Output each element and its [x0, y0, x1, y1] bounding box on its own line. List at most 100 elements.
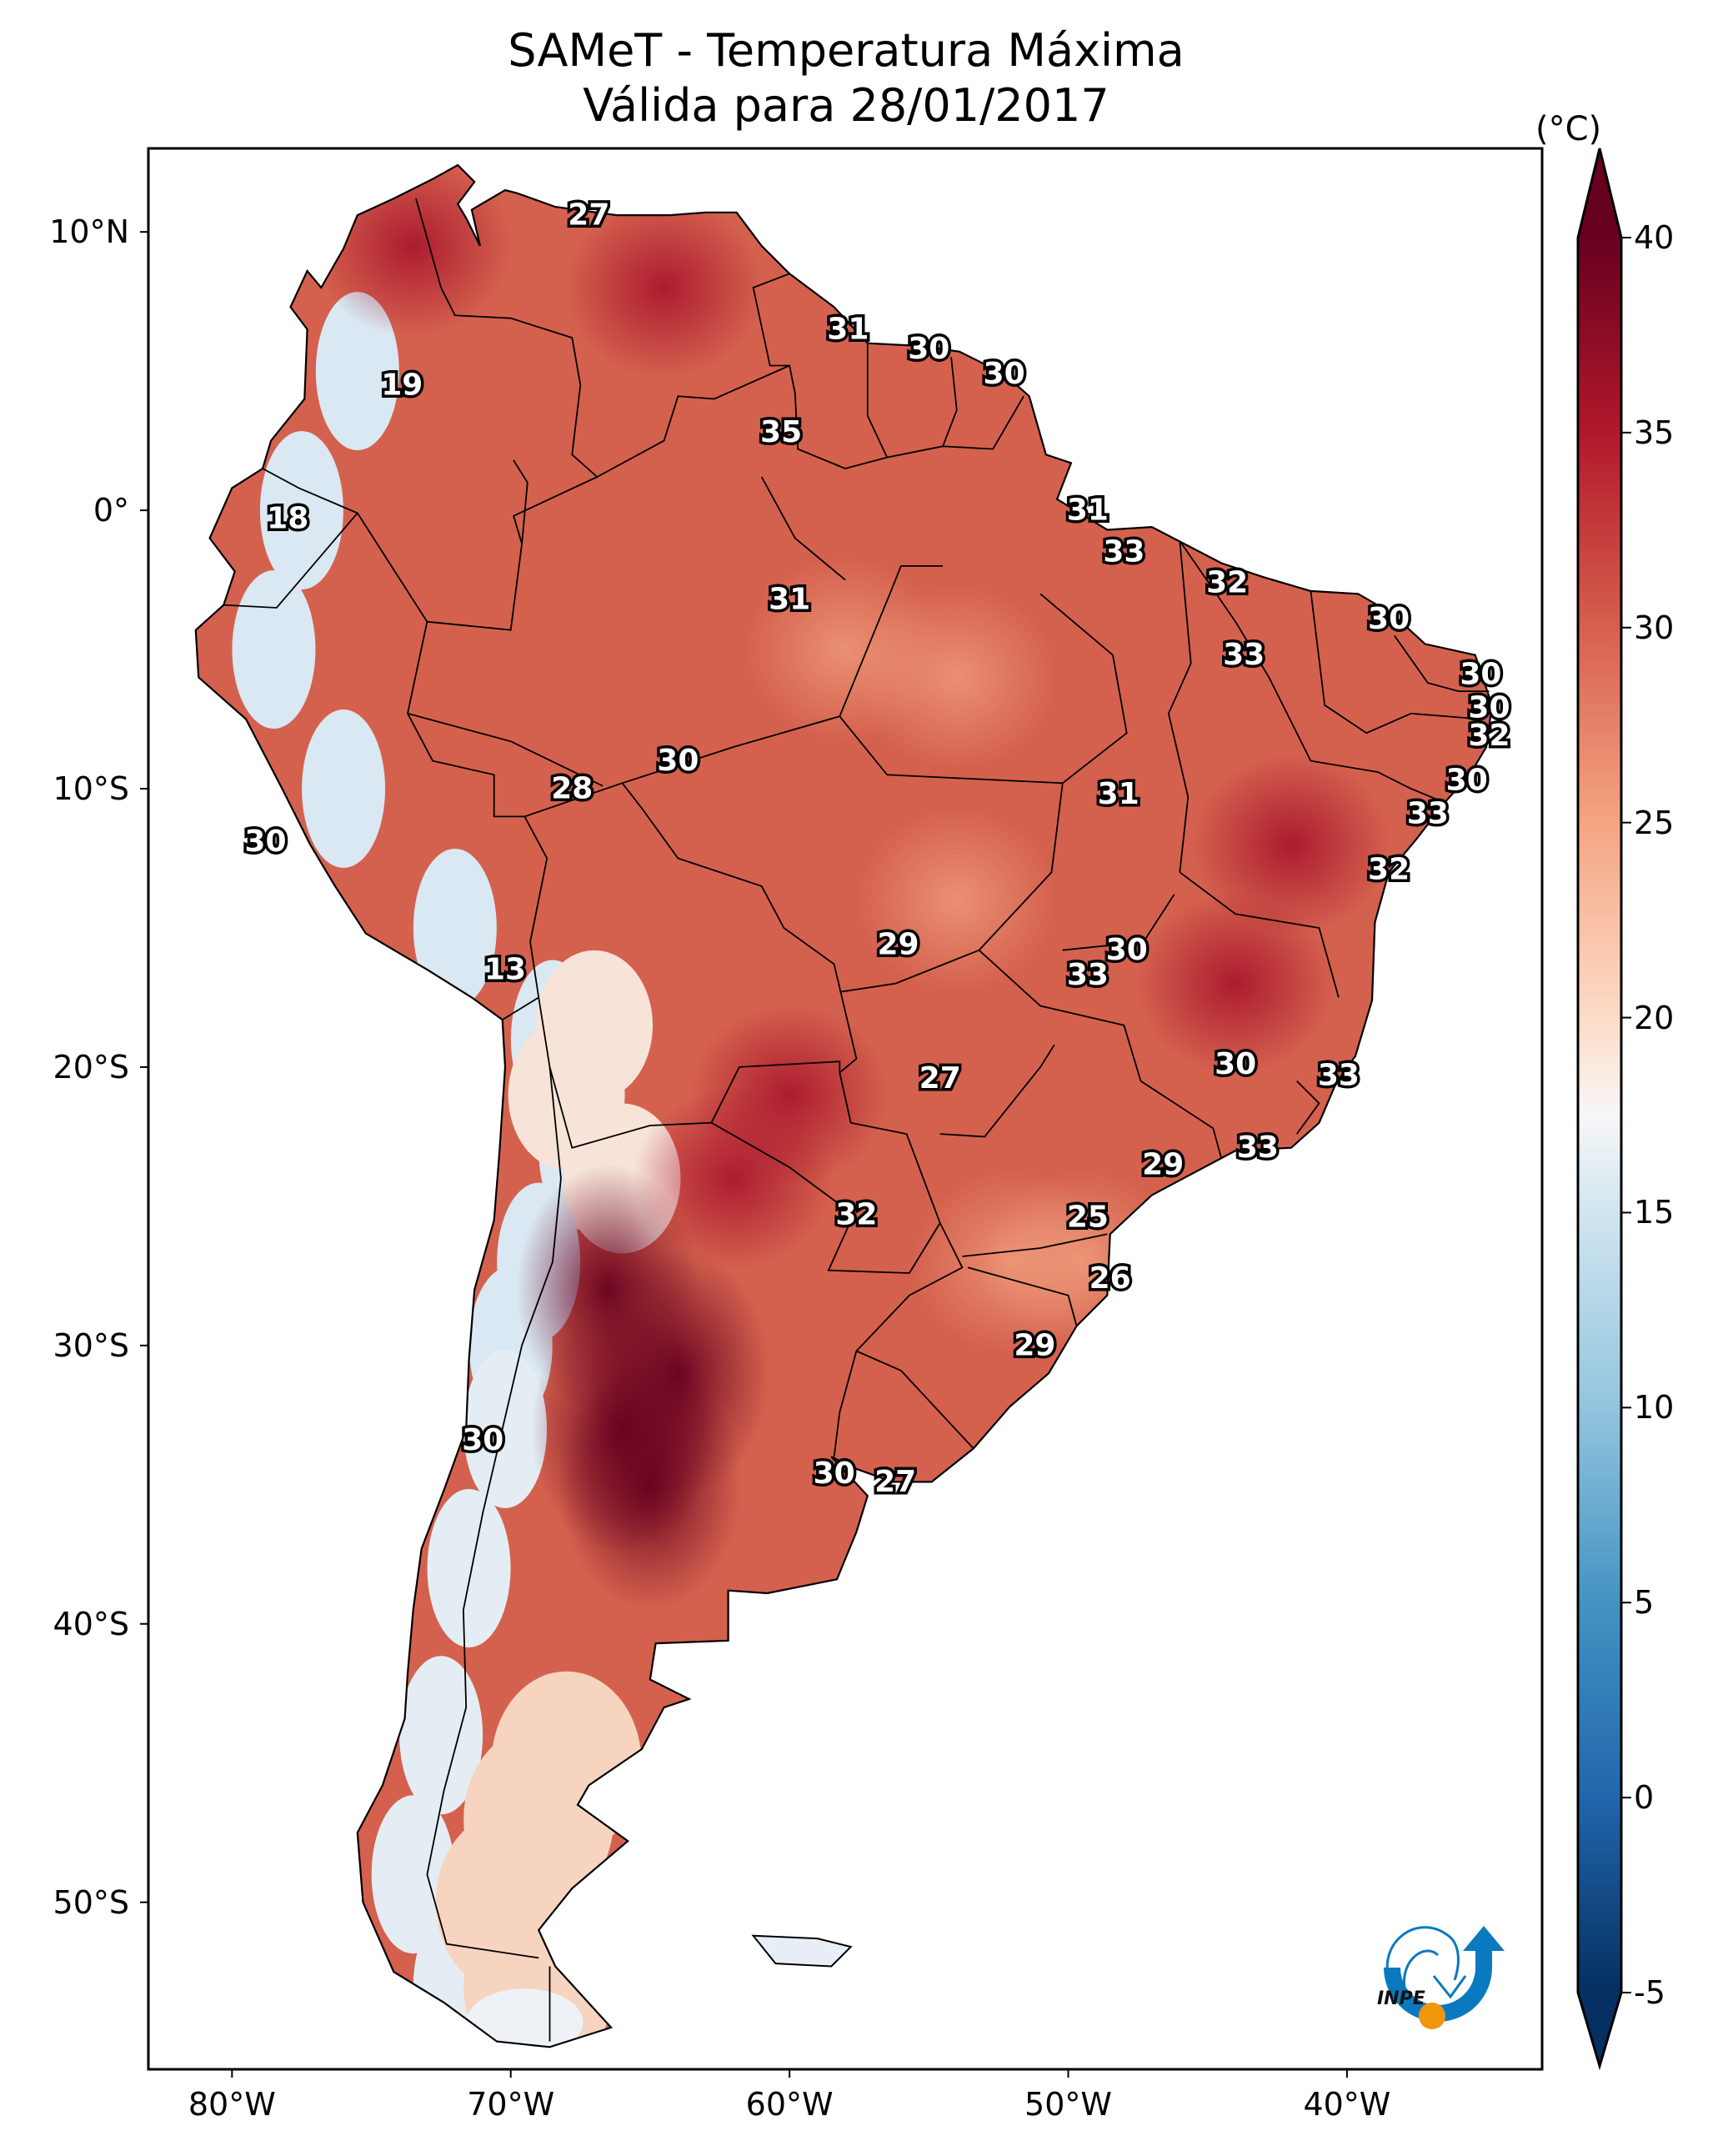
land-layer	[194, 163, 1493, 2048]
station-temperature-label: 25	[1067, 1201, 1109, 1235]
station-temperature-label: 33	[1237, 1131, 1279, 1165]
station-temperature-label: 30	[1368, 602, 1410, 636]
andes-cool-zone	[463, 1350, 548, 1508]
colorbar-tick-label: 15	[1634, 1194, 1675, 1231]
border-line	[711, 1121, 941, 1274]
border-line	[1140, 1080, 1223, 1160]
border-line	[407, 712, 604, 787]
lat-tick-label: 10°S	[53, 770, 129, 807]
station-temperature-label: 31	[1098, 777, 1139, 811]
warm-zone	[1191, 752, 1392, 936]
border-line	[962, 1233, 1108, 1257]
station-temperature-label: 31	[1067, 494, 1109, 528]
patagonia-mild-zone	[463, 1893, 614, 2048]
colorbar-tick-label: -5	[1634, 1974, 1665, 2011]
border-line	[262, 468, 428, 623]
andes-cool-zone	[302, 709, 386, 868]
border-line	[839, 565, 943, 717]
tierra-del-fuego-zone	[466, 1988, 584, 2048]
border-line	[1179, 871, 1340, 998]
border-line	[513, 476, 598, 544]
longitude-ticks	[231, 2069, 1348, 2078]
station-temperature-label: 27	[568, 198, 609, 233]
border-line	[752, 273, 889, 469]
station-temperature-label: 29	[877, 927, 919, 961]
map-frame	[147, 147, 1544, 2071]
station-temperature-label: 26	[1089, 1261, 1131, 1296]
border-line	[407, 621, 548, 1020]
border-line	[942, 395, 1024, 450]
border-line	[839, 949, 979, 993]
falklands-islands	[751, 1934, 853, 1968]
lat-tick-label: 10°N	[49, 213, 129, 251]
border-line	[538, 997, 712, 1149]
lon-tick-label: 70°W	[467, 2086, 555, 2123]
political-borders	[223, 198, 1490, 2042]
andes-cool-zone	[399, 1656, 483, 1815]
station-temperature-label: 32	[835, 1197, 877, 1231]
station-temperature-label: 30	[1446, 763, 1488, 797]
colorbar-tick-label: 10	[1634, 1389, 1675, 1426]
inpe-logo-text: INPE	[1377, 1988, 1425, 2009]
warm-zone	[634, 1086, 834, 1271]
chart-subtitle: Válida para 28/01/2017	[583, 79, 1109, 132]
mild-zone	[982, 1170, 1183, 1354]
border-line	[1394, 634, 1490, 692]
border-line	[710, 1060, 941, 1224]
colorbar-tick-label: 20	[1634, 999, 1675, 1036]
colorbar-tick-label: 35	[1634, 414, 1675, 451]
border-line	[415, 198, 598, 478]
warm-zone	[563, 195, 764, 379]
warm-zone	[1135, 891, 1336, 1075]
station-temperature-label: 29	[1142, 1147, 1184, 1181]
colorbar-tick-label: 40	[1634, 219, 1675, 256]
station-temperature-label: 33	[1103, 535, 1144, 569]
station-temperature-label: 27	[919, 1061, 961, 1096]
lat-tick-label: 40°S	[53, 1605, 129, 1642]
colorbar-ticks	[1621, 237, 1631, 1993]
mild-zone	[856, 808, 1057, 992]
border-line	[1310, 590, 1481, 735]
border-line	[939, 1044, 1055, 1138]
colorbar-tick-label: 30	[1634, 609, 1675, 646]
station-temperature-label: 31	[769, 582, 810, 616]
border-line	[978, 593, 1142, 1081]
station-temperature-label: 30	[462, 1423, 503, 1457]
lat-tick-label: 30°S	[53, 1326, 129, 1364]
border-line	[887, 357, 958, 459]
station-temperature-label: 30	[814, 1457, 855, 1491]
border-line	[1062, 894, 1175, 951]
station-temperature-label: 32	[1206, 565, 1248, 599]
station-temperature-label: 30	[1215, 1047, 1256, 1081]
inpe-logo-icon: INPE	[1377, 1926, 1505, 2029]
station-temperature-label: 35	[760, 415, 802, 449]
colorbar-tick-label: 0	[1634, 1779, 1655, 1817]
warm-zone	[313, 165, 513, 338]
station-temperature-label: 30	[908, 332, 949, 366]
patagonia-mild-zone	[491, 1671, 642, 1855]
altiplano-zone	[536, 950, 654, 1101]
station-temperature-label: 19	[381, 368, 423, 402]
station-temperature-label: 30	[244, 825, 286, 859]
border-line	[967, 1266, 1078, 1326]
station-temperature-label: 30	[1468, 691, 1510, 725]
station-temperature-label: 30	[657, 744, 699, 778]
station-temperature-label: 30	[1460, 658, 1501, 692]
colorbar	[1576, 148, 1631, 2071]
station-temperature-label: 33	[1067, 958, 1109, 992]
station-temperature-label: 13	[484, 953, 526, 987]
andes-cool-zone	[232, 570, 316, 730]
coastline	[194, 163, 1493, 2048]
andes-cool-zone	[259, 431, 343, 590]
latitude-ticks	[140, 231, 148, 1903]
border-line	[426, 1066, 562, 1959]
andes-cool-zone	[371, 1795, 455, 1954]
lon-tick-label: 40°W	[1303, 2086, 1391, 2123]
border-line	[760, 476, 846, 581]
lat-tick-label: 20°S	[53, 1048, 129, 1086]
border-line	[833, 1222, 964, 1457]
andes-cool-zone	[413, 848, 497, 1007]
lat-tick-label: 0°	[93, 492, 129, 529]
colorbar-tick-label: 25	[1634, 804, 1675, 841]
